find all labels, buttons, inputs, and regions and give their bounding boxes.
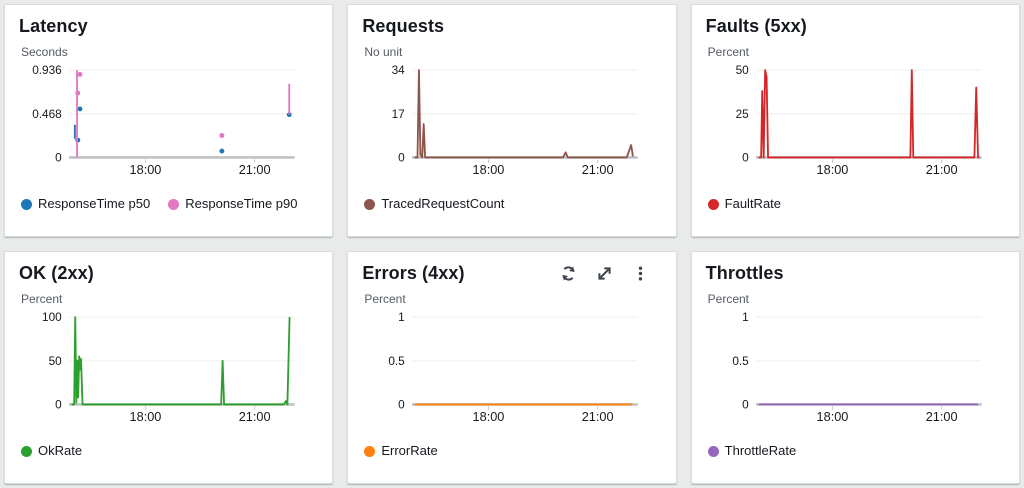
legend-color-swatch [707, 198, 719, 210]
errors-chart[interactable]: 18:00 21:00 0 0.5 1 [362, 308, 661, 440]
chart-legend: TracedRequestCount [364, 196, 661, 212]
widget-errors: Errors (4xx) [347, 251, 677, 484]
svg-text:21:00: 21:00 [925, 162, 957, 177]
legend-color-swatch [707, 445, 719, 457]
svg-text:21:00: 21:00 [925, 409, 957, 424]
svg-text:21:00: 21:00 [239, 409, 271, 424]
svg-text:0.5: 0.5 [732, 354, 749, 368]
widget-header: Requests [362, 14, 661, 38]
svg-text:18:00: 18:00 [473, 409, 505, 424]
chart-legend: ThrottleRate [707, 443, 1005, 459]
svg-text:1: 1 [399, 310, 406, 324]
throttles-chart[interactable]: 18:00 21:00 0 0.5 1 [706, 308, 1005, 440]
legend-color-swatch [168, 198, 180, 210]
svg-text:0.936: 0.936 [32, 63, 62, 77]
legend-color-swatch [21, 198, 32, 210]
widget-latency: Latency Seconds 18:00 21:00 0 0.468 0.936 Re… [4, 4, 334, 237]
svg-text:21:00: 21:00 [582, 162, 614, 177]
faults-chart[interactable]: 18:00 21:00 0 25 50 [706, 61, 1005, 193]
legend-color-swatch [364, 445, 376, 457]
expand-button[interactable] [595, 264, 614, 283]
requests-chart[interactable]: 18:00 21:00 0 17 34 [362, 61, 661, 193]
legend-label: OkRate [38, 443, 83, 458]
widget-title: Throttles [705, 263, 784, 283]
svg-text:1: 1 [742, 310, 749, 324]
legend-label: TracedRequestCount [381, 196, 505, 211]
svg-text:0.5: 0.5 [389, 354, 406, 368]
chart-legend: OkRate [21, 443, 318, 459]
svg-text:100: 100 [42, 310, 62, 324]
svg-text:17: 17 [392, 107, 405, 121]
svg-text:25: 25 [735, 107, 749, 121]
svg-text:18:00: 18:00 [816, 162, 848, 177]
svg-text:34: 34 [392, 63, 406, 77]
legend-color-swatch [364, 198, 376, 210]
widget-header: OK (2xx) [19, 261, 318, 285]
y-axis-unit-label: No unit [364, 45, 403, 59]
svg-text:0.468: 0.468 [32, 107, 62, 121]
expand-icon [598, 267, 611, 280]
refresh-button[interactable] [559, 264, 578, 283]
svg-text:0: 0 [55, 398, 62, 412]
widget-faults: Faults (5xx) Percent 18:00 21:00 0 25 50 Fau… [690, 4, 1020, 237]
chart-legend: FaultRate [707, 196, 1005, 212]
svg-text:50: 50 [735, 63, 749, 77]
overflow-menu-icon [638, 266, 642, 281]
svg-text:18:00: 18:00 [473, 162, 505, 177]
widget-throttles: Throttles Percent 18:00 21:00 0 0.5 1 Thrott… [690, 251, 1020, 484]
legend-color-swatch [21, 445, 32, 457]
legend-item[interactable]: OkRate [21, 443, 82, 459]
legend-item[interactable]: ResponseTime p50 [21, 196, 150, 212]
svg-text:18:00: 18:00 [816, 409, 848, 424]
legend-item[interactable]: ErrorRate [364, 443, 438, 459]
widget-ok: OK (2xx) Percent 18:00 21:00 0 50 100 OkRate [4, 251, 334, 484]
legend-item[interactable]: ResponseTime p90 [168, 196, 298, 212]
widget-title: Requests [362, 16, 445, 36]
svg-text:21:00: 21:00 [239, 162, 271, 177]
svg-text:50: 50 [49, 354, 63, 368]
widget-header: Latency [19, 14, 318, 38]
legend-item[interactable]: ThrottleRate [707, 443, 797, 459]
chart-legend: ResponseTime p50 ResponseTime p90 [21, 196, 318, 212]
widget-title: Errors (4xx) [362, 263, 465, 283]
svg-text:0: 0 [742, 398, 749, 412]
y-axis-unit-label: Percent [364, 292, 406, 306]
legend-item[interactable]: FaultRate [707, 196, 782, 212]
y-axis-unit-label: Percent [21, 292, 63, 306]
svg-text:0: 0 [742, 151, 749, 165]
svg-text:0: 0 [399, 398, 406, 412]
legend-label: ResponseTime p50 [38, 196, 151, 211]
legend-label: FaultRate [724, 196, 782, 211]
svg-text:18:00: 18:00 [130, 162, 162, 177]
ok-chart[interactable]: 18:00 21:00 0 50 100 [19, 308, 318, 440]
svg-text:0: 0 [399, 151, 406, 165]
widget-title: OK (2xx) [19, 263, 94, 283]
svg-text:0: 0 [55, 151, 62, 165]
widget-header: Throttles [706, 261, 1005, 285]
widget-menu-button[interactable] [631, 264, 650, 283]
legend-label: ErrorRate [381, 443, 438, 458]
legend-item[interactable]: TracedRequestCount [364, 196, 504, 212]
y-axis-unit-label: Percent [707, 292, 750, 306]
widget-requests: Requests No unit 18:00 21:00 0 17 34 TracedR… [347, 4, 677, 237]
chart-legend: ErrorRate [364, 443, 661, 459]
legend-label: ResponseTime p90 [185, 196, 298, 211]
svg-text:18:00: 18:00 [130, 409, 162, 424]
widget-header: Errors (4xx) [362, 261, 661, 285]
refresh-icon [561, 266, 575, 281]
widget-title: Faults (5xx) [705, 16, 807, 36]
y-axis-unit-label: Seconds [21, 45, 68, 59]
y-axis-unit-label: Percent [707, 45, 750, 59]
legend-label: ThrottleRate [724, 443, 797, 458]
widget-header: Faults (5xx) [706, 14, 1005, 38]
svg-text:21:00: 21:00 [582, 409, 614, 424]
widget-toolbar [559, 261, 662, 283]
widget-title: Latency [19, 16, 88, 36]
latency-chart[interactable]: 18:00 21:00 0 0.468 0.936 [19, 61, 318, 193]
